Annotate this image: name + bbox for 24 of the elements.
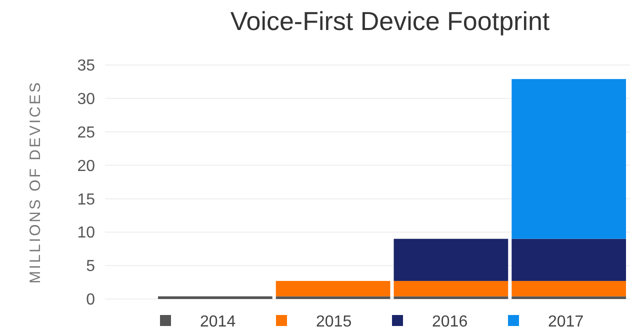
y-tick-label: 0: [86, 292, 96, 309]
y-tick-label: 5: [86, 258, 96, 276]
legend-label: 2017: [548, 314, 584, 331]
bar: [158, 296, 272, 299]
y-tick-label: 35: [77, 58, 96, 75]
y-tick-label: 30: [77, 91, 96, 108]
bar: [512, 79, 626, 239]
y-tick-label: 10: [77, 224, 96, 242]
y-tick-label: 25: [77, 124, 96, 142]
y-axis-title: MILLIONS OF DEVICES: [27, 80, 44, 284]
chart-title: Voice-First Device Footprint: [230, 6, 550, 36]
y-tick-label: 15: [77, 191, 96, 208]
bar: [512, 238, 626, 281]
legend-label: 2014: [200, 314, 236, 331]
bar: [276, 296, 390, 299]
bar: [512, 280, 626, 296]
bar: [276, 280, 390, 296]
legend-label: 2015: [316, 314, 352, 331]
bar: [394, 280, 508, 296]
y-tick-label: 20: [77, 158, 96, 175]
legend-label: 2016: [432, 314, 468, 331]
bar: [394, 296, 508, 299]
bar: [512, 296, 626, 299]
bar: [394, 238, 508, 281]
